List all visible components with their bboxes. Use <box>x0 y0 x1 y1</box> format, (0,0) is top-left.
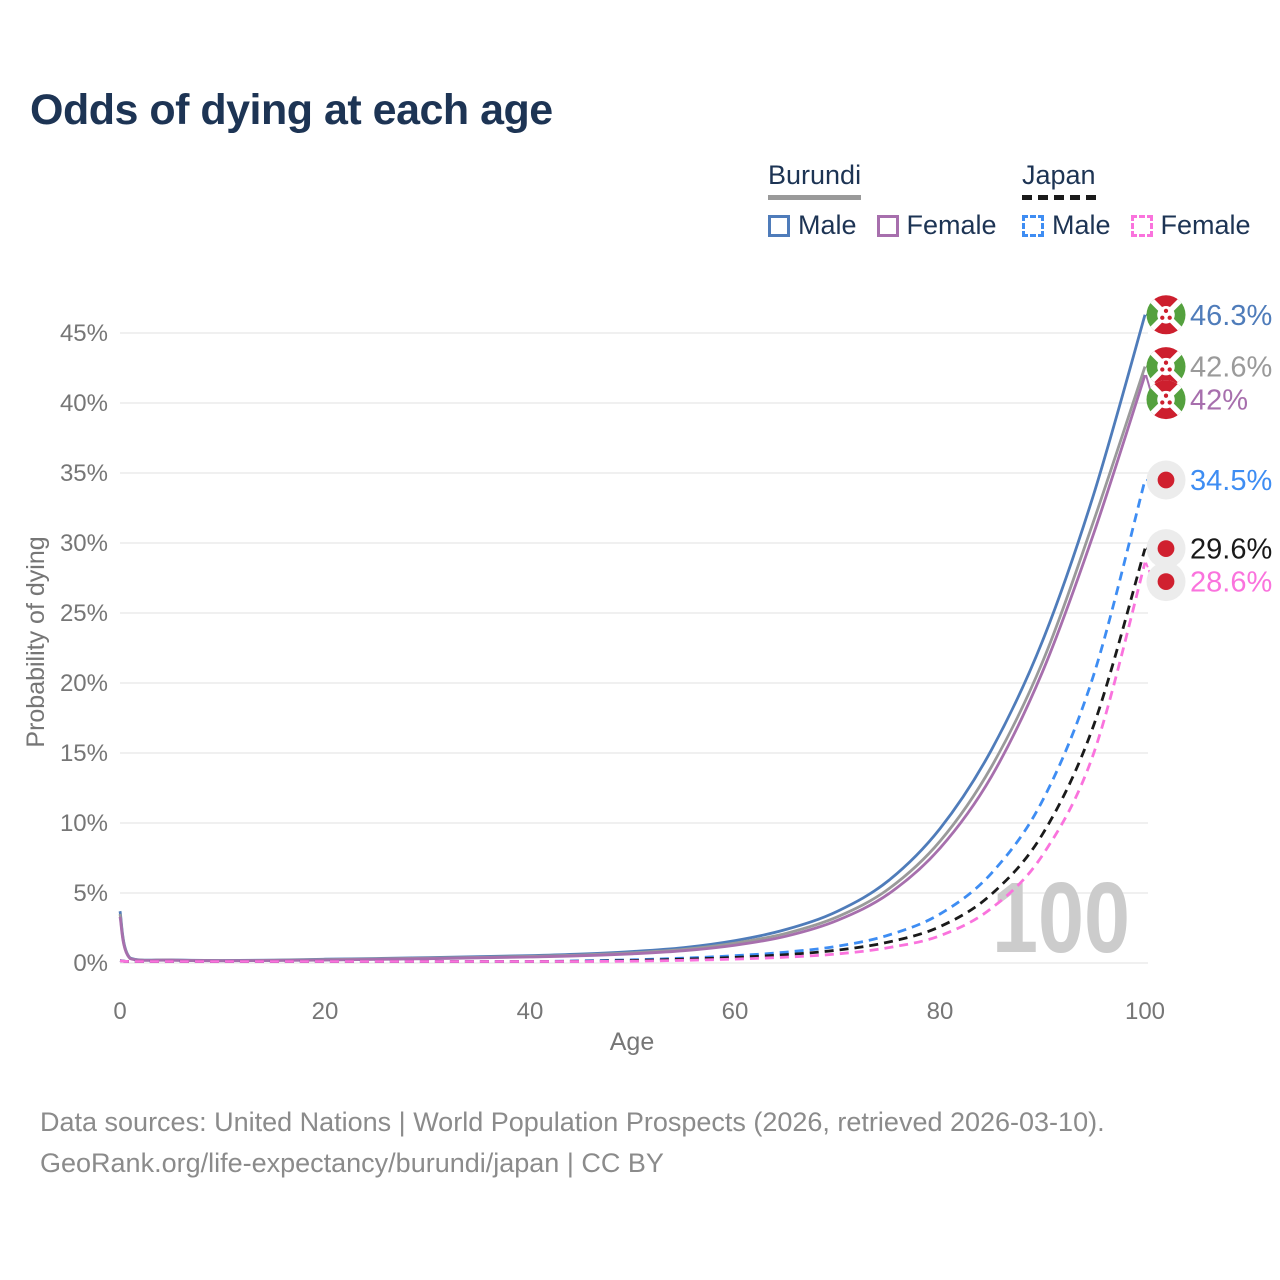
japan-male-swatch-icon <box>1022 214 1044 237</box>
x-tick-label: 20 <box>312 998 339 1025</box>
series-line-burundi-female[interactable] <box>118 374 1147 963</box>
burundi-flag-icon <box>1146 380 1186 420</box>
y-tick-label: 30% <box>60 530 108 557</box>
legend-item-japan-male[interactable]: Male <box>1022 210 1111 241</box>
japan-female-label: Female <box>1160 210 1251 240</box>
x-tick-label: 80 <box>927 998 954 1025</box>
page-title: Odds of dying at each age <box>30 86 553 134</box>
x-axis-title: Age <box>610 1028 654 1056</box>
end-label-japan-female: 28.6% <box>1190 567 1272 599</box>
plot-area[interactable] <box>120 300 1148 963</box>
y-tick-label: 40% <box>60 390 108 417</box>
y-tick-label: 10% <box>60 810 108 837</box>
burundi-male-swatch-icon <box>768 214 790 237</box>
legend-group-japan: Japan Male Female <box>1022 160 1271 241</box>
y-tick-label: 0% <box>73 950 108 977</box>
japan-flag-icon <box>1146 460 1186 500</box>
y-tick-label: 15% <box>60 740 108 767</box>
burundi-flag-icon <box>1146 295 1186 335</box>
japan-flag-icon <box>1146 562 1186 602</box>
data-sources-line: Data sources: United Nations | World Pop… <box>40 1107 1105 1137</box>
legend-country-japan-label: Japan <box>1022 160 1096 200</box>
legend-item-burundi-female[interactable]: Female <box>876 210 997 241</box>
burundi-female-label: Female <box>906 210 997 240</box>
legend-item-burundi-male[interactable]: Male <box>768 210 857 241</box>
end-label-burundi-all: 42.6% <box>1190 352 1272 384</box>
end-label-japan-male: 34.5% <box>1190 465 1272 497</box>
y-axis-title: Probability of dying <box>22 536 50 747</box>
footer: Data sources: United Nations | World Pop… <box>40 1102 1105 1184</box>
attribution-line: GeoRank.org/life-expectancy/burundi/japa… <box>40 1148 664 1178</box>
end-label-japan-all: 29.6% <box>1190 534 1272 566</box>
x-tick-label: 100 <box>1125 998 1165 1025</box>
series-line-japan-female[interactable] <box>119 562 1147 963</box>
y-tick-label: 20% <box>60 670 108 697</box>
x-tick-label: 40 <box>517 998 544 1025</box>
japan-male-label: Male <box>1052 210 1111 240</box>
x-tick-label: 0 <box>113 998 126 1025</box>
burundi-male-label: Male <box>798 210 857 240</box>
x-tick-label: 60 <box>722 998 749 1025</box>
legend-item-japan-female[interactable]: Female <box>1130 210 1251 241</box>
y-tick-label: 45% <box>60 320 108 347</box>
japan-flag-icon <box>1146 529 1186 569</box>
legend-group-burundi: Burundi Male Female <box>768 160 1017 241</box>
y-tick-label: 5% <box>73 880 108 907</box>
end-label-burundi-male: 46.3% <box>1190 300 1272 332</box>
y-tick-label: 35% <box>60 460 108 487</box>
end-label-burundi-female: 42% <box>1190 385 1248 417</box>
legend-country-japan: Japan <box>1022 160 1271 200</box>
legend-country-burundi-label: Burundi <box>768 160 862 200</box>
y-tick-label: 25% <box>60 600 108 627</box>
burundi-female-swatch-icon <box>876 214 899 237</box>
age-indicator-watermark: 100 <box>992 862 1130 974</box>
japan-female-swatch-icon <box>1130 214 1153 237</box>
legend-country-burundi: Burundi <box>768 160 1017 200</box>
